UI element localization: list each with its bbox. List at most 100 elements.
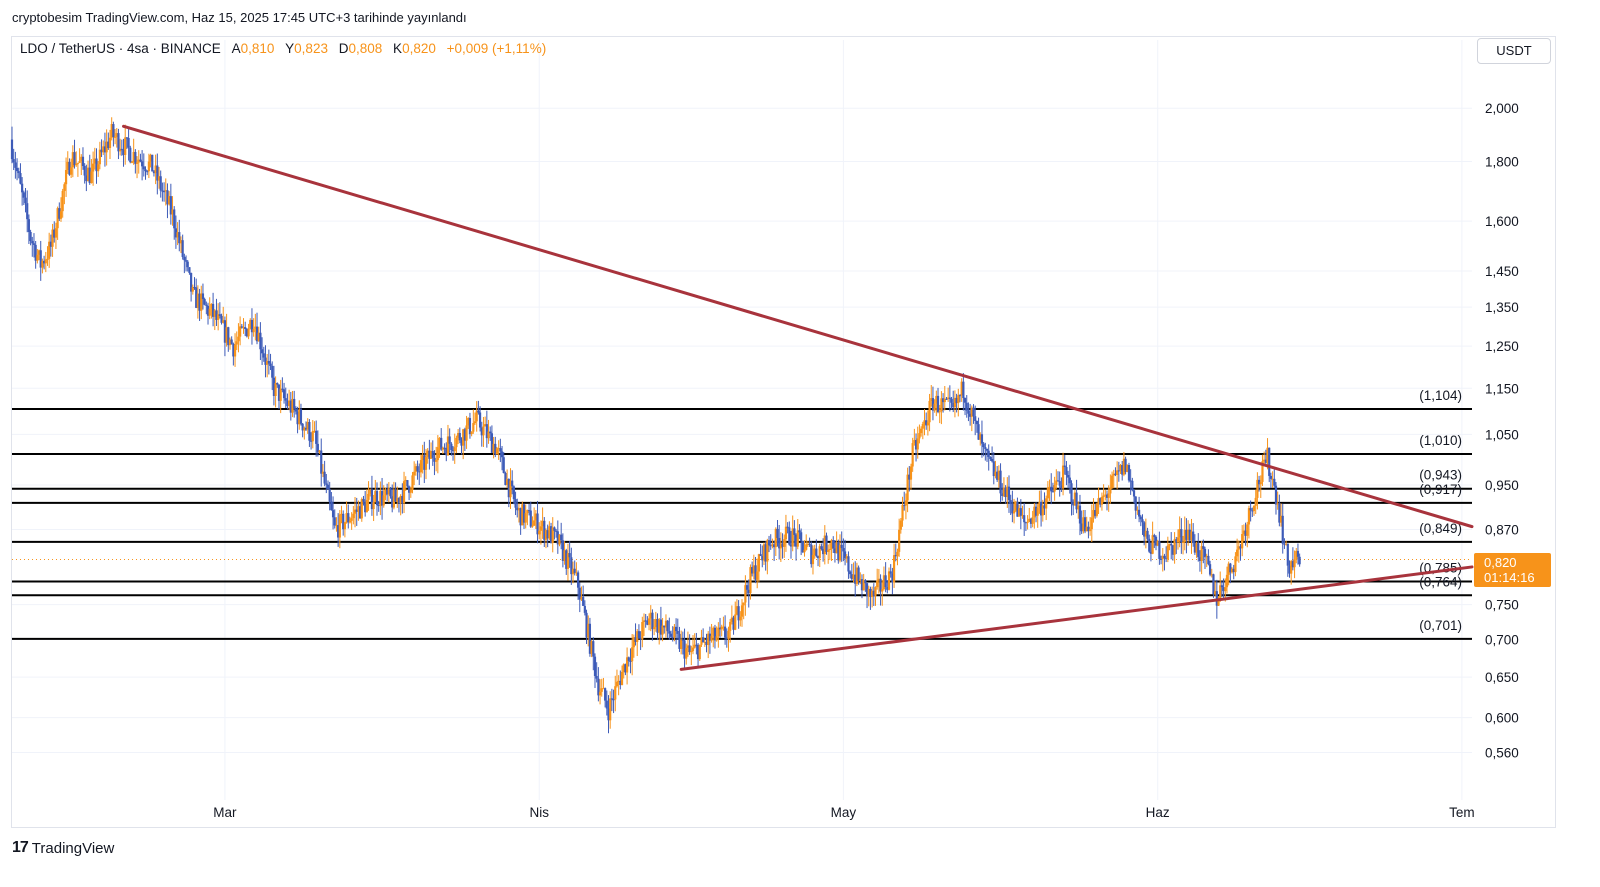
candle-down (676, 618, 679, 640)
candle-body (1225, 574, 1229, 588)
candle-down (500, 445, 504, 471)
candle-up (1219, 571, 1222, 602)
candle-down (759, 544, 762, 557)
price-tick-label: 0,950 (1485, 478, 1519, 493)
tradingview-brand[interactable]: 17 TradingView (12, 839, 114, 857)
candle-down (527, 503, 531, 516)
level-label: (0,701) (1419, 618, 1462, 633)
candle-down (1170, 532, 1173, 560)
candle-body (580, 596, 583, 600)
candle-up (367, 481, 370, 511)
candle-body (722, 626, 725, 628)
candle-body (171, 209, 174, 215)
candle-body (999, 470, 1002, 494)
candle-down (560, 522, 563, 550)
candle-down (793, 520, 796, 547)
candle-body (178, 232, 181, 244)
candle-body (551, 527, 554, 543)
candle-body (598, 691, 602, 696)
candle-body (1122, 458, 1125, 475)
candle-body (1163, 555, 1166, 559)
candle-down (854, 561, 857, 597)
candle-body (184, 260, 188, 262)
candle-body (1154, 536, 1158, 546)
candle-body (107, 141, 110, 148)
candle-body (695, 644, 698, 646)
candle-up (727, 626, 730, 652)
candle-body (301, 423, 304, 431)
candle-body (144, 169, 147, 172)
candle-down (12, 148, 15, 171)
candle-down (281, 377, 284, 393)
candle-down (820, 543, 823, 551)
candle-body (739, 616, 742, 621)
candle-body (88, 167, 91, 184)
candle-body (773, 544, 776, 548)
candle-body (710, 635, 713, 641)
candle-body (1149, 551, 1153, 554)
currency-unit-button[interactable]: USDT (1477, 38, 1551, 64)
candle-down (58, 202, 61, 221)
candle-body (384, 489, 387, 496)
candle-body (1271, 478, 1274, 480)
candle-down (286, 393, 289, 410)
candle-down (375, 482, 379, 516)
candle-up (237, 323, 240, 353)
candle-body (1082, 517, 1085, 532)
candle-body (154, 165, 157, 174)
candle-up (387, 482, 390, 503)
candle-down (1175, 536, 1178, 555)
candle-body (264, 357, 267, 365)
candle-body (1249, 508, 1252, 511)
candle-up (348, 516, 352, 524)
candle-down (1067, 470, 1070, 489)
candle-down (833, 540, 837, 563)
candle-body (700, 637, 703, 645)
candle-down (776, 520, 779, 547)
candle-body (110, 124, 113, 138)
candle-up (1210, 568, 1213, 578)
candle-body (549, 526, 553, 543)
candle-body (10, 139, 14, 160)
candle-up (1247, 505, 1251, 539)
candle-body (227, 327, 230, 346)
candle-body (891, 573, 894, 583)
candle-body (872, 590, 875, 596)
candle-down (1070, 480, 1073, 516)
candle-down (1129, 469, 1132, 495)
candle-down (276, 382, 279, 388)
candle-up (590, 639, 593, 658)
candle-down (1075, 479, 1078, 514)
candle-up (228, 337, 232, 350)
candle-up (757, 553, 760, 583)
candle-up (845, 554, 848, 563)
candle-down (1232, 564, 1235, 580)
candle-down (808, 537, 811, 547)
candle-body (338, 514, 341, 538)
candle-up (93, 147, 96, 170)
candle-up (526, 509, 529, 526)
candle-up (249, 318, 252, 330)
candle-up (318, 449, 321, 454)
candle-body (622, 664, 625, 672)
candle-body (654, 618, 657, 628)
candle-up (487, 419, 490, 444)
candle-body (176, 232, 179, 238)
candle-down (747, 579, 750, 608)
candle-body (926, 422, 929, 426)
candle-up (642, 613, 646, 637)
candle-up (149, 153, 152, 168)
candle-body (625, 657, 629, 673)
candle-body (609, 698, 612, 721)
candle-body (102, 146, 105, 153)
candle-down (1139, 514, 1142, 527)
price-tick-label: 1,350 (1485, 300, 1519, 315)
candle-body (426, 450, 429, 457)
level-label: (0,764) (1419, 574, 1462, 589)
candle-down (1146, 527, 1149, 541)
candle-body (761, 556, 764, 561)
candle-body (328, 489, 331, 502)
candle-body (201, 293, 205, 300)
candle-down (100, 139, 103, 158)
